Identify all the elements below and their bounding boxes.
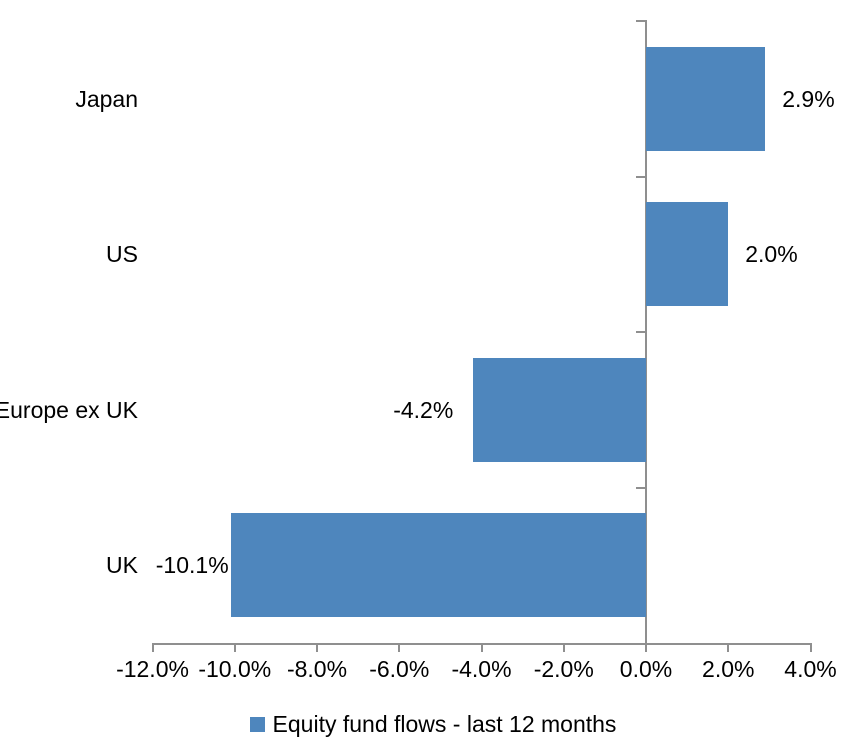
x-axis-tick-label: 4.0% bbox=[784, 656, 837, 682]
bar-japan bbox=[646, 46, 766, 151]
x-axis-tick bbox=[727, 643, 730, 652]
x-axis-tick bbox=[645, 643, 647, 652]
bar-uk bbox=[230, 513, 646, 618]
value-label-europe-ex-uk: -4.2% bbox=[393, 396, 454, 423]
x-axis-tick bbox=[480, 643, 483, 652]
category-label-uk: UK bbox=[106, 552, 138, 579]
x-axis-tick-label: -4.0% bbox=[451, 656, 512, 682]
y-axis-line bbox=[645, 20, 647, 645]
bar-us bbox=[646, 202, 729, 307]
legend: Equity fund flows - last 12 months bbox=[7, 710, 852, 738]
category-label-europe-ex-uk: Europe ex UK bbox=[0, 396, 138, 423]
x-axis-tick bbox=[562, 643, 565, 652]
x-axis-tick-label: 2.0% bbox=[702, 656, 755, 682]
value-label-japan: 2.9% bbox=[782, 85, 835, 112]
x-axis-tick bbox=[809, 643, 812, 652]
x-axis-tick bbox=[316, 643, 318, 652]
x-axis-tick-label: -8.0% bbox=[286, 656, 348, 682]
category-boundary-tick bbox=[636, 486, 645, 489]
x-axis-tick-label: -12.0% bbox=[116, 656, 189, 682]
category-label-japan: Japan bbox=[75, 85, 138, 112]
x-axis-tick-label: -6.0% bbox=[369, 656, 430, 682]
x-axis-tick-label: -2.0% bbox=[533, 656, 594, 682]
x-axis-tick-label: 0.0% bbox=[619, 656, 673, 682]
category-boundary-tick bbox=[636, 20, 645, 22]
category-boundary-tick bbox=[636, 331, 645, 333]
x-axis-tick bbox=[398, 643, 401, 652]
legend-label: Equity fund flows - last 12 months bbox=[272, 710, 617, 737]
x-axis-tick-label: -10.0% bbox=[198, 656, 272, 682]
value-label-uk: -10.1% bbox=[155, 552, 229, 579]
category-label-us: US bbox=[106, 241, 138, 268]
value-label-us: 2.0% bbox=[745, 241, 798, 268]
category-boundary-tick bbox=[636, 175, 645, 178]
bar-europe-ex-uk bbox=[473, 357, 646, 462]
legend-swatch-icon bbox=[249, 716, 265, 732]
x-axis-tick bbox=[151, 643, 154, 652]
x-axis-tick bbox=[233, 643, 236, 652]
